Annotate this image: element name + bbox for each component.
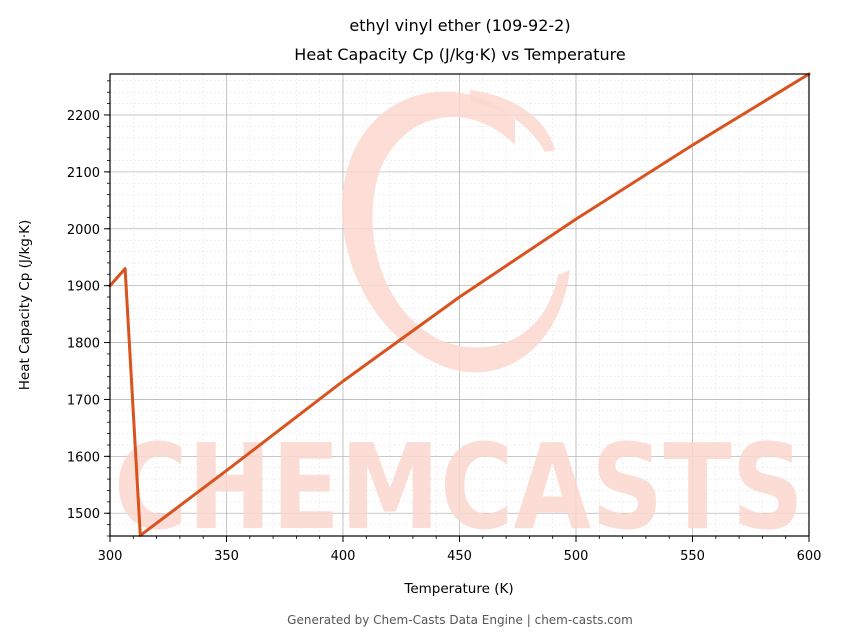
y-tick-label: 1900 bbox=[67, 280, 100, 295]
x-axis-label: Temperature (K) bbox=[403, 581, 513, 597]
y-tick-label: 2000 bbox=[67, 223, 100, 238]
axis-ticks bbox=[104, 80, 810, 542]
x-tick-label: 300 bbox=[98, 549, 123, 564]
x-tick-label: 600 bbox=[797, 549, 822, 564]
chemcasts-watermark: CHEMCASTS bbox=[114, 90, 804, 556]
x-tick-label: 450 bbox=[447, 549, 472, 564]
x-tick-label: 400 bbox=[331, 549, 356, 564]
footer-credit: Generated by Chem-Casts Data Engine | ch… bbox=[287, 613, 633, 627]
x-tick-label: 500 bbox=[564, 549, 589, 564]
axis-tick-labels: 300 350 400 450 500 550 600 1500 1600 1700 1800 190… bbox=[67, 109, 822, 564]
major-grid bbox=[109, 74, 810, 536]
chart-title: ethyl vinyl ether (109-92-2) bbox=[349, 16, 570, 35]
y-tick-label: 1800 bbox=[67, 337, 100, 352]
watermark-text: CHEMCASTS bbox=[114, 418, 804, 556]
series-line bbox=[108, 72, 811, 537]
x-tick-label: 550 bbox=[680, 549, 705, 564]
y-tick-label: 2100 bbox=[67, 166, 100, 181]
y-tick-label: 1700 bbox=[67, 393, 100, 408]
chart-subtitle: Heat Capacity Cp (J/kg·K) vs Temperature bbox=[294, 45, 625, 64]
y-tick-label: 1500 bbox=[67, 507, 100, 522]
y-axis-label: Heat Capacity Cp (J/kg·K) bbox=[17, 220, 33, 390]
y-tick-label: 1600 bbox=[67, 450, 100, 465]
x-tick-label: 350 bbox=[214, 549, 239, 564]
data-lines bbox=[108, 72, 811, 537]
y-tick-label: 2200 bbox=[67, 109, 100, 124]
